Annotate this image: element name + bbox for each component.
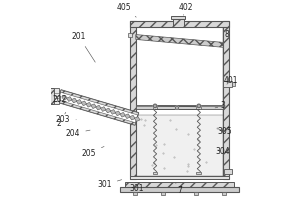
Bar xyxy=(224,21,229,179)
Polygon shape xyxy=(120,112,125,117)
Bar xyxy=(232,82,235,86)
Circle shape xyxy=(176,106,178,109)
Bar xyxy=(130,176,229,179)
Bar xyxy=(224,169,232,174)
Polygon shape xyxy=(76,100,82,104)
Bar xyxy=(130,21,229,27)
Bar xyxy=(171,16,185,19)
Bar xyxy=(128,33,132,37)
Polygon shape xyxy=(91,104,96,109)
Text: 3: 3 xyxy=(215,101,225,110)
Circle shape xyxy=(153,104,157,108)
Bar xyxy=(196,107,201,109)
Bar xyxy=(120,187,239,192)
Text: 402: 402 xyxy=(178,3,193,15)
Bar xyxy=(222,192,226,195)
Text: 204: 204 xyxy=(66,129,90,138)
Polygon shape xyxy=(125,114,130,119)
Polygon shape xyxy=(110,110,116,114)
Polygon shape xyxy=(96,105,101,110)
Text: 8: 8 xyxy=(219,30,229,43)
Text: 301: 301 xyxy=(129,183,150,193)
Bar xyxy=(136,115,224,176)
Bar xyxy=(136,27,224,176)
Polygon shape xyxy=(86,102,92,107)
Bar xyxy=(133,192,137,195)
Polygon shape xyxy=(81,101,87,106)
Polygon shape xyxy=(60,90,139,115)
Polygon shape xyxy=(134,117,140,121)
Polygon shape xyxy=(58,100,136,125)
Bar xyxy=(136,105,224,109)
Text: 201: 201 xyxy=(72,32,95,62)
Polygon shape xyxy=(58,90,139,125)
Polygon shape xyxy=(105,108,111,113)
Bar xyxy=(53,88,59,104)
Bar xyxy=(161,192,165,195)
Bar xyxy=(194,192,198,195)
Bar xyxy=(153,107,158,109)
Text: 205: 205 xyxy=(82,146,104,158)
Polygon shape xyxy=(136,35,224,47)
Text: 401: 401 xyxy=(224,76,238,85)
Text: 2: 2 xyxy=(57,112,66,128)
Text: 305: 305 xyxy=(218,127,232,136)
Text: 301: 301 xyxy=(98,180,122,189)
Circle shape xyxy=(197,104,201,108)
Polygon shape xyxy=(130,115,135,120)
Polygon shape xyxy=(62,95,68,100)
Text: 203: 203 xyxy=(56,115,76,124)
Bar xyxy=(224,81,232,87)
Text: 202: 202 xyxy=(52,96,67,104)
Text: 304: 304 xyxy=(216,147,230,156)
Bar xyxy=(153,172,158,174)
Polygon shape xyxy=(100,107,106,111)
Polygon shape xyxy=(67,97,72,101)
Polygon shape xyxy=(115,111,121,116)
Text: 7: 7 xyxy=(176,183,182,195)
Bar xyxy=(46,88,53,104)
Bar xyxy=(173,19,184,27)
Text: 405: 405 xyxy=(117,3,136,17)
Bar xyxy=(130,21,136,179)
Bar xyxy=(196,172,201,174)
Bar xyxy=(136,105,224,106)
Bar xyxy=(125,182,234,187)
Polygon shape xyxy=(71,98,77,103)
